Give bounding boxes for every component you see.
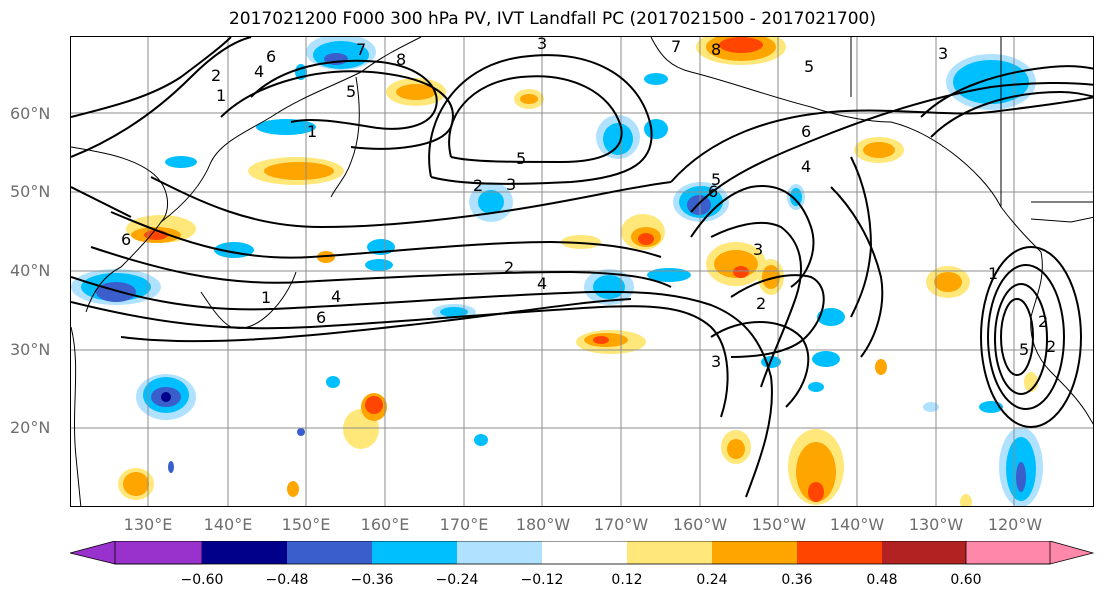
lon-label-160w: 160°W — [672, 515, 728, 534]
map-canvas: 1 2 6 7 8 5 4 1 6 1 4 6 3 2 5 2 4 6 5 7 … — [71, 37, 1093, 506]
contour-label: 5 — [1019, 340, 1029, 359]
lon-label-160e: 160°E — [360, 515, 410, 534]
lon-label-140e: 140°E — [203, 515, 253, 534]
contour-label: 2 — [504, 258, 514, 277]
contour-label: 2 — [1046, 337, 1056, 356]
contour-label: 4 — [801, 157, 811, 176]
contour-label: 2 — [756, 294, 766, 313]
colorbar-segment — [882, 541, 966, 564]
contour-label: 5 — [711, 170, 721, 189]
colorbar-segment — [712, 541, 797, 564]
colorbar-segment — [372, 541, 457, 564]
contour-label: 6 — [801, 122, 811, 141]
contour-label: 2 — [1038, 312, 1048, 331]
contour-label: 7 — [671, 37, 681, 56]
lat-label-50n: 50°N — [10, 182, 51, 201]
contour-label: 7 — [356, 40, 366, 59]
positive-anomalies — [118, 37, 1038, 506]
lon-label-150e: 150°E — [281, 515, 331, 534]
contour-label: 5 — [516, 149, 526, 168]
colorbar-segment — [965, 541, 1094, 565]
lon-label-170e: 170°E — [439, 515, 489, 534]
contour-label: 6 — [266, 47, 276, 66]
contour-labels: 1 2 6 7 8 5 4 1 6 1 4 6 3 2 5 2 4 6 5 7 … — [121, 37, 1056, 371]
lon-label-130w: 130°W — [908, 515, 964, 534]
colorbar-tick-label: −0.36 — [350, 572, 394, 588]
contour-label: 6 — [121, 230, 131, 249]
contour-label: 3 — [537, 37, 547, 53]
contour-label: 1 — [988, 264, 998, 283]
contour-label: 4 — [331, 287, 341, 306]
contour-label: 3 — [711, 352, 721, 371]
colorbar-tick-label: 0.48 — [866, 572, 898, 588]
colorbar-segment — [627, 541, 712, 564]
colorbar-tick-label: −0.48 — [265, 572, 309, 588]
map-panel: 1 2 6 7 8 5 4 1 6 1 4 6 3 2 5 2 4 6 5 7 … — [70, 36, 1094, 507]
lon-label-170w: 170°W — [593, 515, 649, 534]
graticule — [71, 37, 1093, 506]
pv-shading — [71, 37, 1043, 506]
colorbar-segment — [202, 541, 287, 564]
colorbar-segment — [70, 541, 203, 565]
colorbar-tick-label: 0.60 — [950, 572, 982, 588]
contour-label: 8 — [711, 40, 721, 59]
lon-label-180w: 180°W — [515, 515, 571, 534]
colorbar-segment — [287, 541, 372, 564]
lat-label-30n: 30°N — [10, 340, 51, 359]
lon-label-120w: 120°W — [987, 515, 1043, 534]
lat-label-20n: 20°N — [10, 418, 51, 437]
lat-label-60n: 60°N — [10, 104, 51, 123]
colorbar-segment — [797, 541, 882, 564]
colorbar-tick-label: −0.12 — [520, 572, 564, 588]
contour-label: 8 — [396, 50, 406, 69]
contour-label: 4 — [254, 62, 264, 81]
contour-label: 4 — [537, 274, 547, 293]
colorbar — [70, 541, 1094, 565]
ivt-contours — [71, 37, 1093, 498]
contour-label: 2 — [211, 66, 221, 85]
colorbar-tick-label: 0.12 — [611, 572, 643, 588]
contour-label: 6 — [708, 182, 718, 201]
contour-label: 2 — [473, 176, 483, 195]
colorbar-segment — [542, 541, 627, 564]
colorbar-tick-label: 0.36 — [781, 572, 813, 588]
colorbar-tick-label: −0.24 — [435, 572, 479, 588]
contour-label: 1 — [307, 122, 317, 141]
negative-anomalies — [71, 37, 1043, 506]
colorbar-segment — [457, 541, 542, 564]
colorbar-tick-label: −0.60 — [180, 572, 224, 588]
lon-label-140w: 140°W — [829, 515, 885, 534]
contour-label: 5 — [804, 57, 814, 76]
contour-label: 3 — [506, 175, 516, 194]
lat-label-40n: 40°N — [10, 261, 51, 280]
contour-label: 1 — [216, 86, 226, 105]
colorbar-tick-label: 0.24 — [696, 572, 728, 588]
lon-label-130e: 130°E — [123, 515, 173, 534]
contour-label: 5 — [346, 82, 356, 101]
contour-label: 6 — [316, 308, 326, 327]
map-title: 2017021200 F000 300 hPa PV, IVT Landfall… — [228, 9, 876, 29]
contour-label: 1 — [261, 288, 271, 307]
contour-label: 3 — [753, 240, 763, 259]
lon-label-150w: 150°W — [751, 515, 807, 534]
contour-label: 3 — [938, 44, 948, 63]
